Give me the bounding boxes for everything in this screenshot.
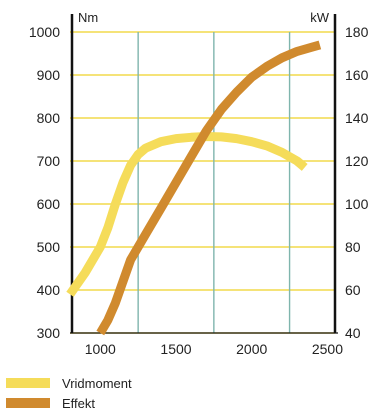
axes [70,14,338,334]
x-tick-label: 1500 [160,341,191,357]
series-lines [66,40,322,336]
tick-labels: 300 400 500 600 700 800 900 1000 40 60 80 100 120 140… [29,10,369,357]
right-tick-label: 160 [345,67,369,83]
right-tick-label: 120 [345,153,369,169]
left-tick-label: 800 [37,110,61,126]
right-tick-label: 140 [345,110,369,126]
left-tick-label: 400 [37,282,61,298]
x-tick-label: 1000 [85,341,116,357]
left-tick-label: 900 [37,67,61,83]
right-tick-label: 180 [345,24,369,40]
left-tick-label: 500 [37,239,61,255]
legend: Vridmoment Effekt [6,376,132,411]
left-tick-label: 700 [37,153,61,169]
legend-swatch-effekt [6,398,50,408]
left-tick-label: 1000 [29,24,60,40]
left-axis-unit: Nm [78,10,98,25]
legend-label-effekt: Effekt [62,396,95,411]
right-tick-label: 60 [345,282,361,298]
x-tick-label: 2000 [236,341,267,357]
right-axis-unit: kW [310,10,330,25]
right-tick-label: 40 [345,325,361,341]
right-tick-label: 100 [345,196,369,212]
series-line-effekt [96,40,322,336]
x-tick-label: 2500 [312,341,343,357]
legend-label-vridmoment: Vridmoment [62,376,132,391]
right-tick-label: 80 [345,239,361,255]
left-tick-label: 300 [37,325,61,341]
grid [70,31,335,334]
left-tick-label: 600 [37,196,61,212]
legend-swatch-vridmoment [6,378,50,388]
series-line-vridmoment [66,132,308,297]
